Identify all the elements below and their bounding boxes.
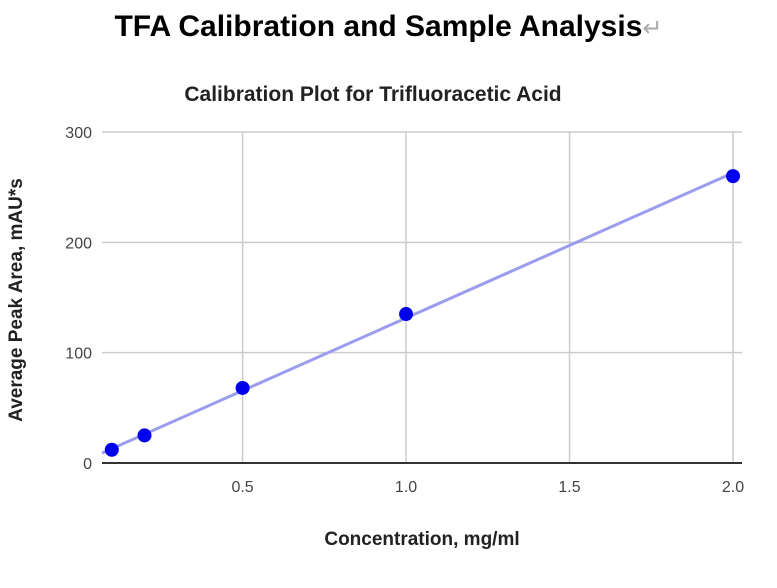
y-tick-label: 100	[65, 346, 92, 363]
page-title: TFA Calibration and Sample Analysis↵	[0, 10, 777, 44]
x-tick-label: 0.5	[231, 479, 253, 496]
x-tick-label: 1.0	[395, 479, 417, 496]
trendline	[101, 171, 734, 455]
page-title-text: TFA Calibration and Sample Analysis	[114, 10, 643, 43]
data-point	[399, 307, 414, 322]
x-tick-label: 1.5	[558, 479, 580, 496]
data-point	[137, 428, 152, 443]
data-point	[104, 442, 119, 457]
data-point	[726, 169, 740, 184]
x-axis-label: Concentration, mg/ml	[324, 529, 519, 550]
chart-title: Calibration Plot for Trifluoracetic Acid	[184, 83, 561, 106]
y-tick-label: 300	[65, 125, 92, 142]
y-tick-label: 0	[83, 456, 92, 473]
return-mark-icon: ↵	[642, 15, 663, 42]
y-axis-label: Average Peak Area, mAU*s	[6, 178, 27, 422]
x-tick-label: 2.0	[722, 479, 744, 496]
y-tick-label: 200	[65, 235, 92, 252]
data-point	[235, 380, 250, 395]
